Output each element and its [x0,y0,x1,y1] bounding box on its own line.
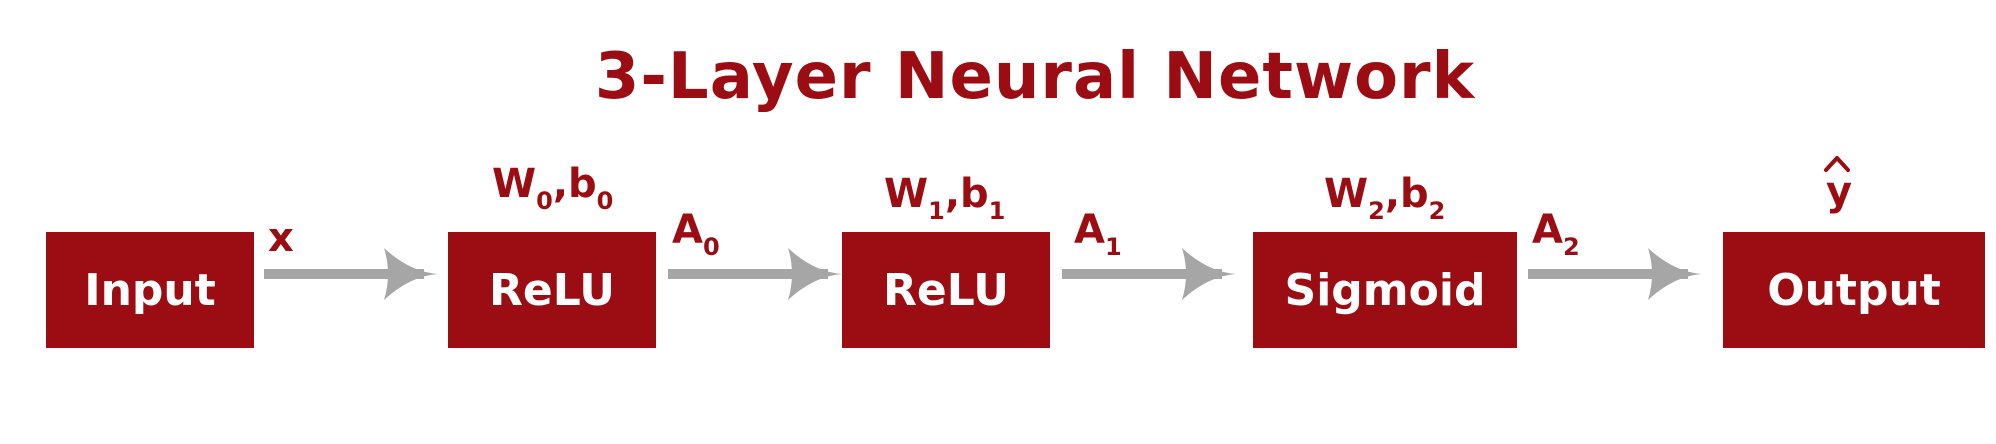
relu-layer-1-box: ReLU [842,232,1050,348]
diagram-title: 3-Layer Neural Network [594,40,1476,114]
arrow-input-to-relu0 [264,248,438,300]
output-box: Output [1723,232,1985,348]
param-label-layer1: W1,b1 [884,171,1006,225]
arrow-relu1-to-sigmoid [1062,248,1236,300]
edge-label-x: x [268,215,294,261]
output-label-y-hat: y [1826,169,1853,215]
edge-label-a1: A1 [1074,207,1122,261]
arrow-sigmoid-to-output [1528,248,1702,300]
hat-icon [1824,156,1850,172]
input-box: Input [46,232,254,348]
edge-label-a0: A0 [672,207,720,261]
param-label-layer2: W2,b2 [1324,171,1446,225]
edge-label-a2: A2 [1532,207,1580,261]
sigmoid-layer-box: Sigmoid [1253,232,1517,348]
arrow-relu0-to-relu1 [668,248,842,300]
relu-layer-0-box: ReLU [448,232,656,348]
param-label-layer0: W0,b0 [492,161,614,215]
